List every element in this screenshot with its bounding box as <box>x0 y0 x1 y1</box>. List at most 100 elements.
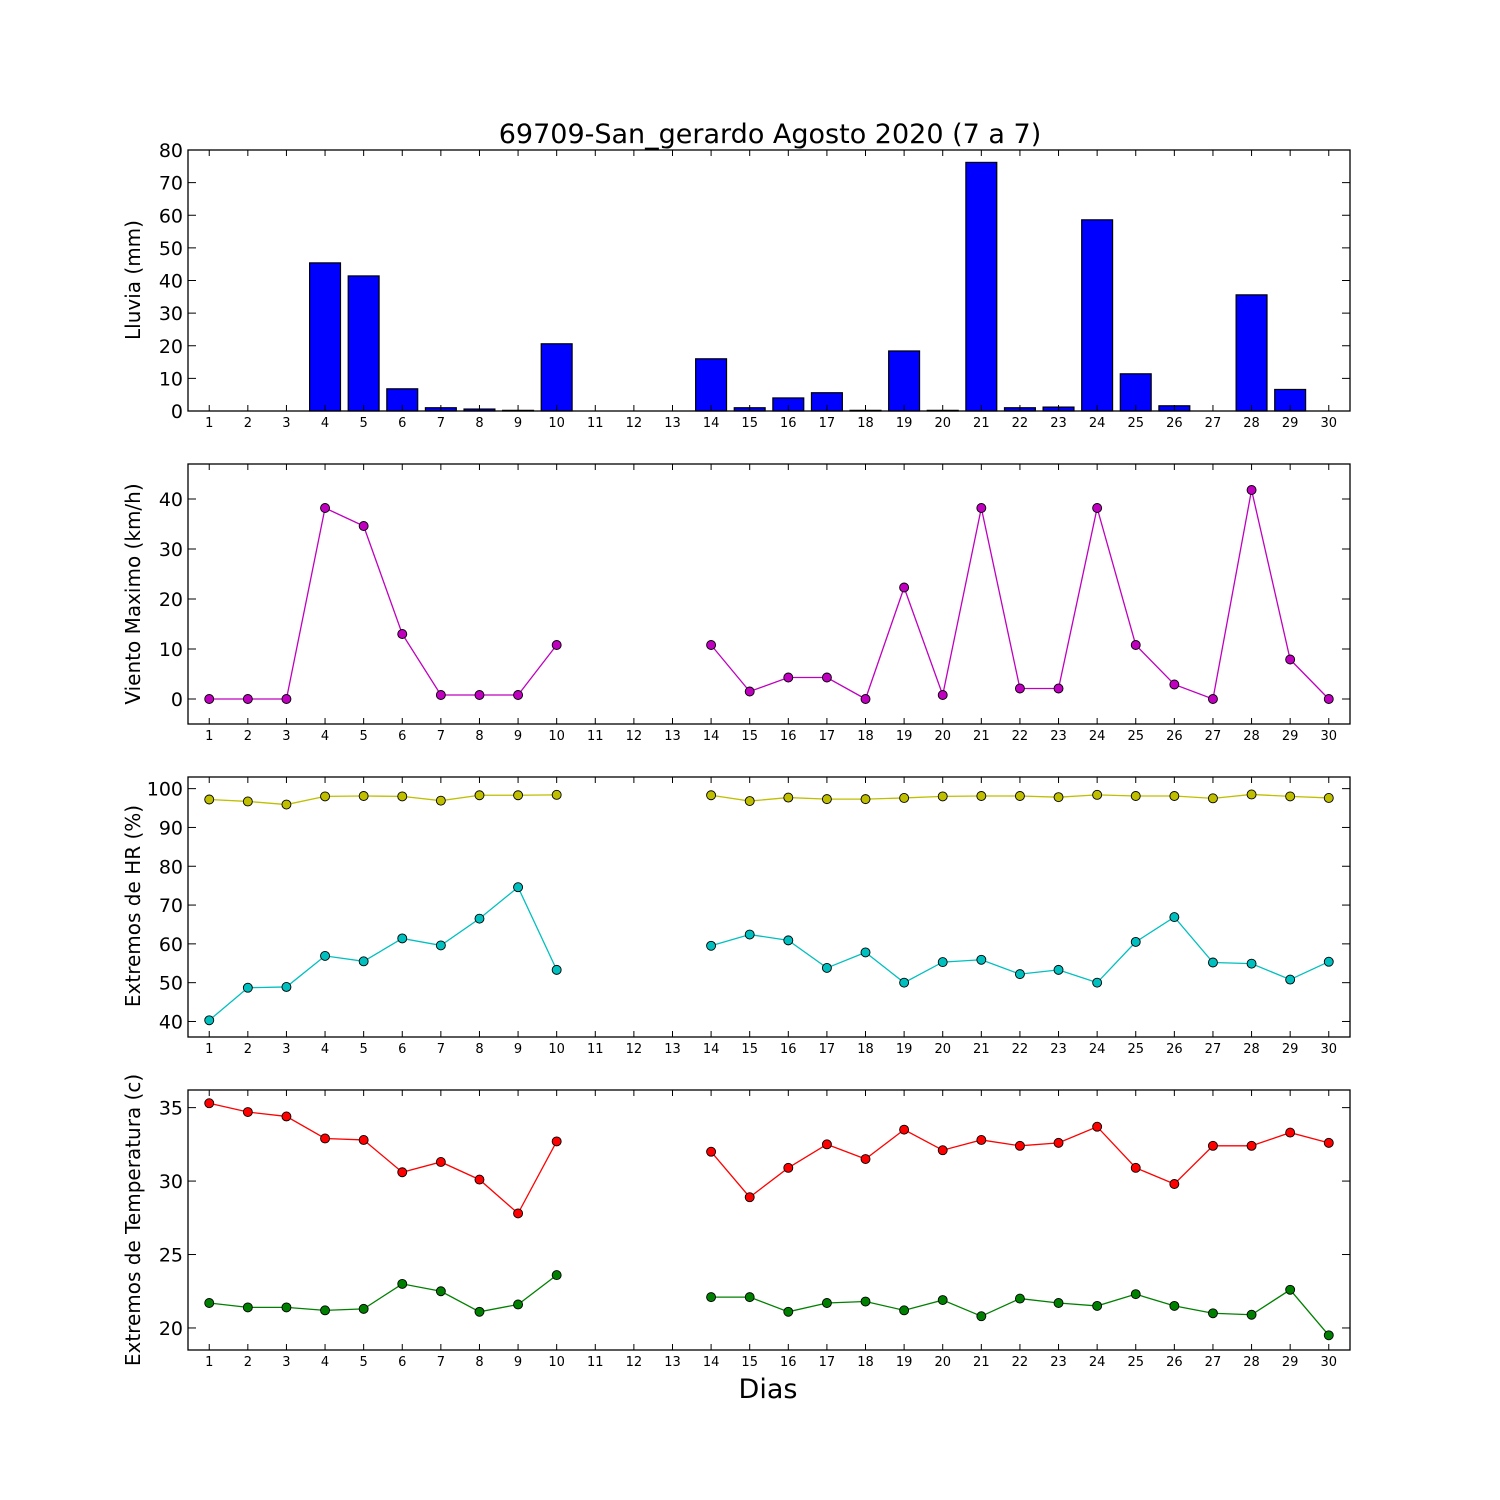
x-tick-label: 12 <box>626 416 643 431</box>
data-point <box>1207 1308 1218 1319</box>
data-point <box>320 791 330 802</box>
x-tick-label: 28 <box>1243 1042 1260 1057</box>
x-tick-label: 8 <box>475 1355 483 1370</box>
data-point <box>320 1133 330 1144</box>
x-tick-label: 10 <box>548 416 565 431</box>
data-point <box>435 795 446 806</box>
x-tick-label: 16 <box>780 416 797 431</box>
data-point <box>1053 1137 1064 1148</box>
rain-bar <box>1119 373 1152 412</box>
x-tick-label: 25 <box>1127 729 1144 744</box>
x-tick-label: 11 <box>587 1355 604 1370</box>
panel-2: 1 2 3 4 5 6 7 8 9 10 11 12 13 14 15 16 17 18 19 20 21 22 23 24 2… <box>121 463 1351 744</box>
x-tick-label: 13 <box>664 1355 681 1370</box>
x-tick-label: 19 <box>896 729 913 744</box>
x-tick-label: 23 <box>1050 1355 1067 1370</box>
x-tick-label: 19 <box>896 416 913 431</box>
x-tick-label: 4 <box>321 1355 329 1370</box>
data-point <box>821 794 832 805</box>
x-tick-label: 16 <box>780 1042 797 1057</box>
x-tick-label: 17 <box>819 416 836 431</box>
data-point <box>435 940 446 951</box>
data-point <box>899 793 910 803</box>
x-tick-label: 4 <box>321 416 329 431</box>
x-tick-label: 7 <box>437 729 445 744</box>
data-point <box>1014 1293 1025 1304</box>
axes-frame <box>187 1089 1351 1351</box>
data-point <box>976 503 987 513</box>
data-point <box>551 1136 562 1147</box>
x-tick-label: 7 <box>437 416 445 431</box>
data-point <box>1092 1121 1103 1132</box>
x-tick-label: 8 <box>475 729 483 744</box>
rain-bar <box>965 161 998 412</box>
data-point <box>474 1306 485 1317</box>
data-point <box>1207 694 1218 704</box>
data-point <box>358 791 369 801</box>
data-point <box>1092 977 1103 988</box>
x-tick-label: 8 <box>475 1042 483 1057</box>
rain-bar <box>1081 219 1114 412</box>
data-point <box>1092 503 1103 513</box>
data-point <box>281 1302 292 1313</box>
x-tick-label: 19 <box>896 1355 913 1370</box>
x-axis-label: Dias <box>739 1374 798 1405</box>
x-tick-label: 16 <box>780 729 797 744</box>
y-axis-label: Lluvia (mm) <box>121 220 145 340</box>
data-point <box>1092 1300 1103 1311</box>
data-point <box>937 1295 948 1306</box>
data-point <box>744 1292 755 1303</box>
x-tick-label: 23 <box>1050 1042 1067 1057</box>
data-point <box>397 629 408 639</box>
data-point <box>899 1305 910 1316</box>
data-point <box>281 799 292 810</box>
x-tick-label: 2 <box>244 1355 252 1370</box>
data-point <box>860 794 871 805</box>
data-point <box>706 790 717 801</box>
x-tick-label: 9 <box>514 1355 522 1370</box>
x-tick-label: 12 <box>626 1355 643 1370</box>
data-point <box>551 1270 562 1281</box>
data-point <box>513 690 524 700</box>
data-point <box>397 1167 408 1178</box>
data-point <box>474 690 485 700</box>
x-tick-label: 13 <box>664 1042 681 1057</box>
axes-frame <box>187 776 1351 1038</box>
data-point <box>513 882 524 893</box>
rain-bar <box>540 343 573 412</box>
x-tick-label: 20 <box>934 1042 951 1057</box>
y-tick-label: 50 <box>159 973 183 995</box>
data-point <box>397 791 408 802</box>
data-point <box>1130 1289 1141 1300</box>
data-point <box>358 1134 369 1145</box>
data-point <box>744 1192 755 1203</box>
data-point <box>860 947 871 958</box>
y-tick-label: 35 <box>159 1098 183 1120</box>
data-point <box>1014 1140 1025 1151</box>
x-tick-label: 30 <box>1320 416 1337 431</box>
data-point <box>744 686 755 697</box>
x-tick-label: 3 <box>282 1042 290 1057</box>
x-tick-label: 24 <box>1089 416 1106 431</box>
data-point <box>1130 640 1141 650</box>
panel-1: 1 2 3 4 5 6 7 8 9 10 11 12 13 14 15 16 17 18 19 20 21 22 23 24 2… <box>121 140 1351 431</box>
data-point <box>1207 1140 1218 1151</box>
data-point <box>1053 1298 1064 1308</box>
data-point <box>242 1107 253 1117</box>
x-tick-label: 15 <box>741 1355 758 1370</box>
x-tick-label: 27 <box>1205 1042 1222 1057</box>
x-tick-label: 26 <box>1166 416 1183 431</box>
y-tick-label: 50 <box>159 238 183 260</box>
data-point <box>937 1145 948 1156</box>
x-tick-label: 2 <box>244 729 252 744</box>
x-tick-label: 8 <box>475 416 483 431</box>
y-tick-label: 80 <box>159 856 183 878</box>
x-tick-label: 4 <box>321 729 329 744</box>
data-point <box>1285 654 1296 665</box>
data-point <box>821 1298 832 1308</box>
x-tick-label: 2 <box>244 1042 252 1057</box>
y-tick-label: 20 <box>159 336 183 358</box>
y-axis-label: Extremos de Temperatura (c) <box>121 1074 145 1366</box>
data-point <box>744 796 755 807</box>
x-tick-label: 3 <box>282 1355 290 1370</box>
